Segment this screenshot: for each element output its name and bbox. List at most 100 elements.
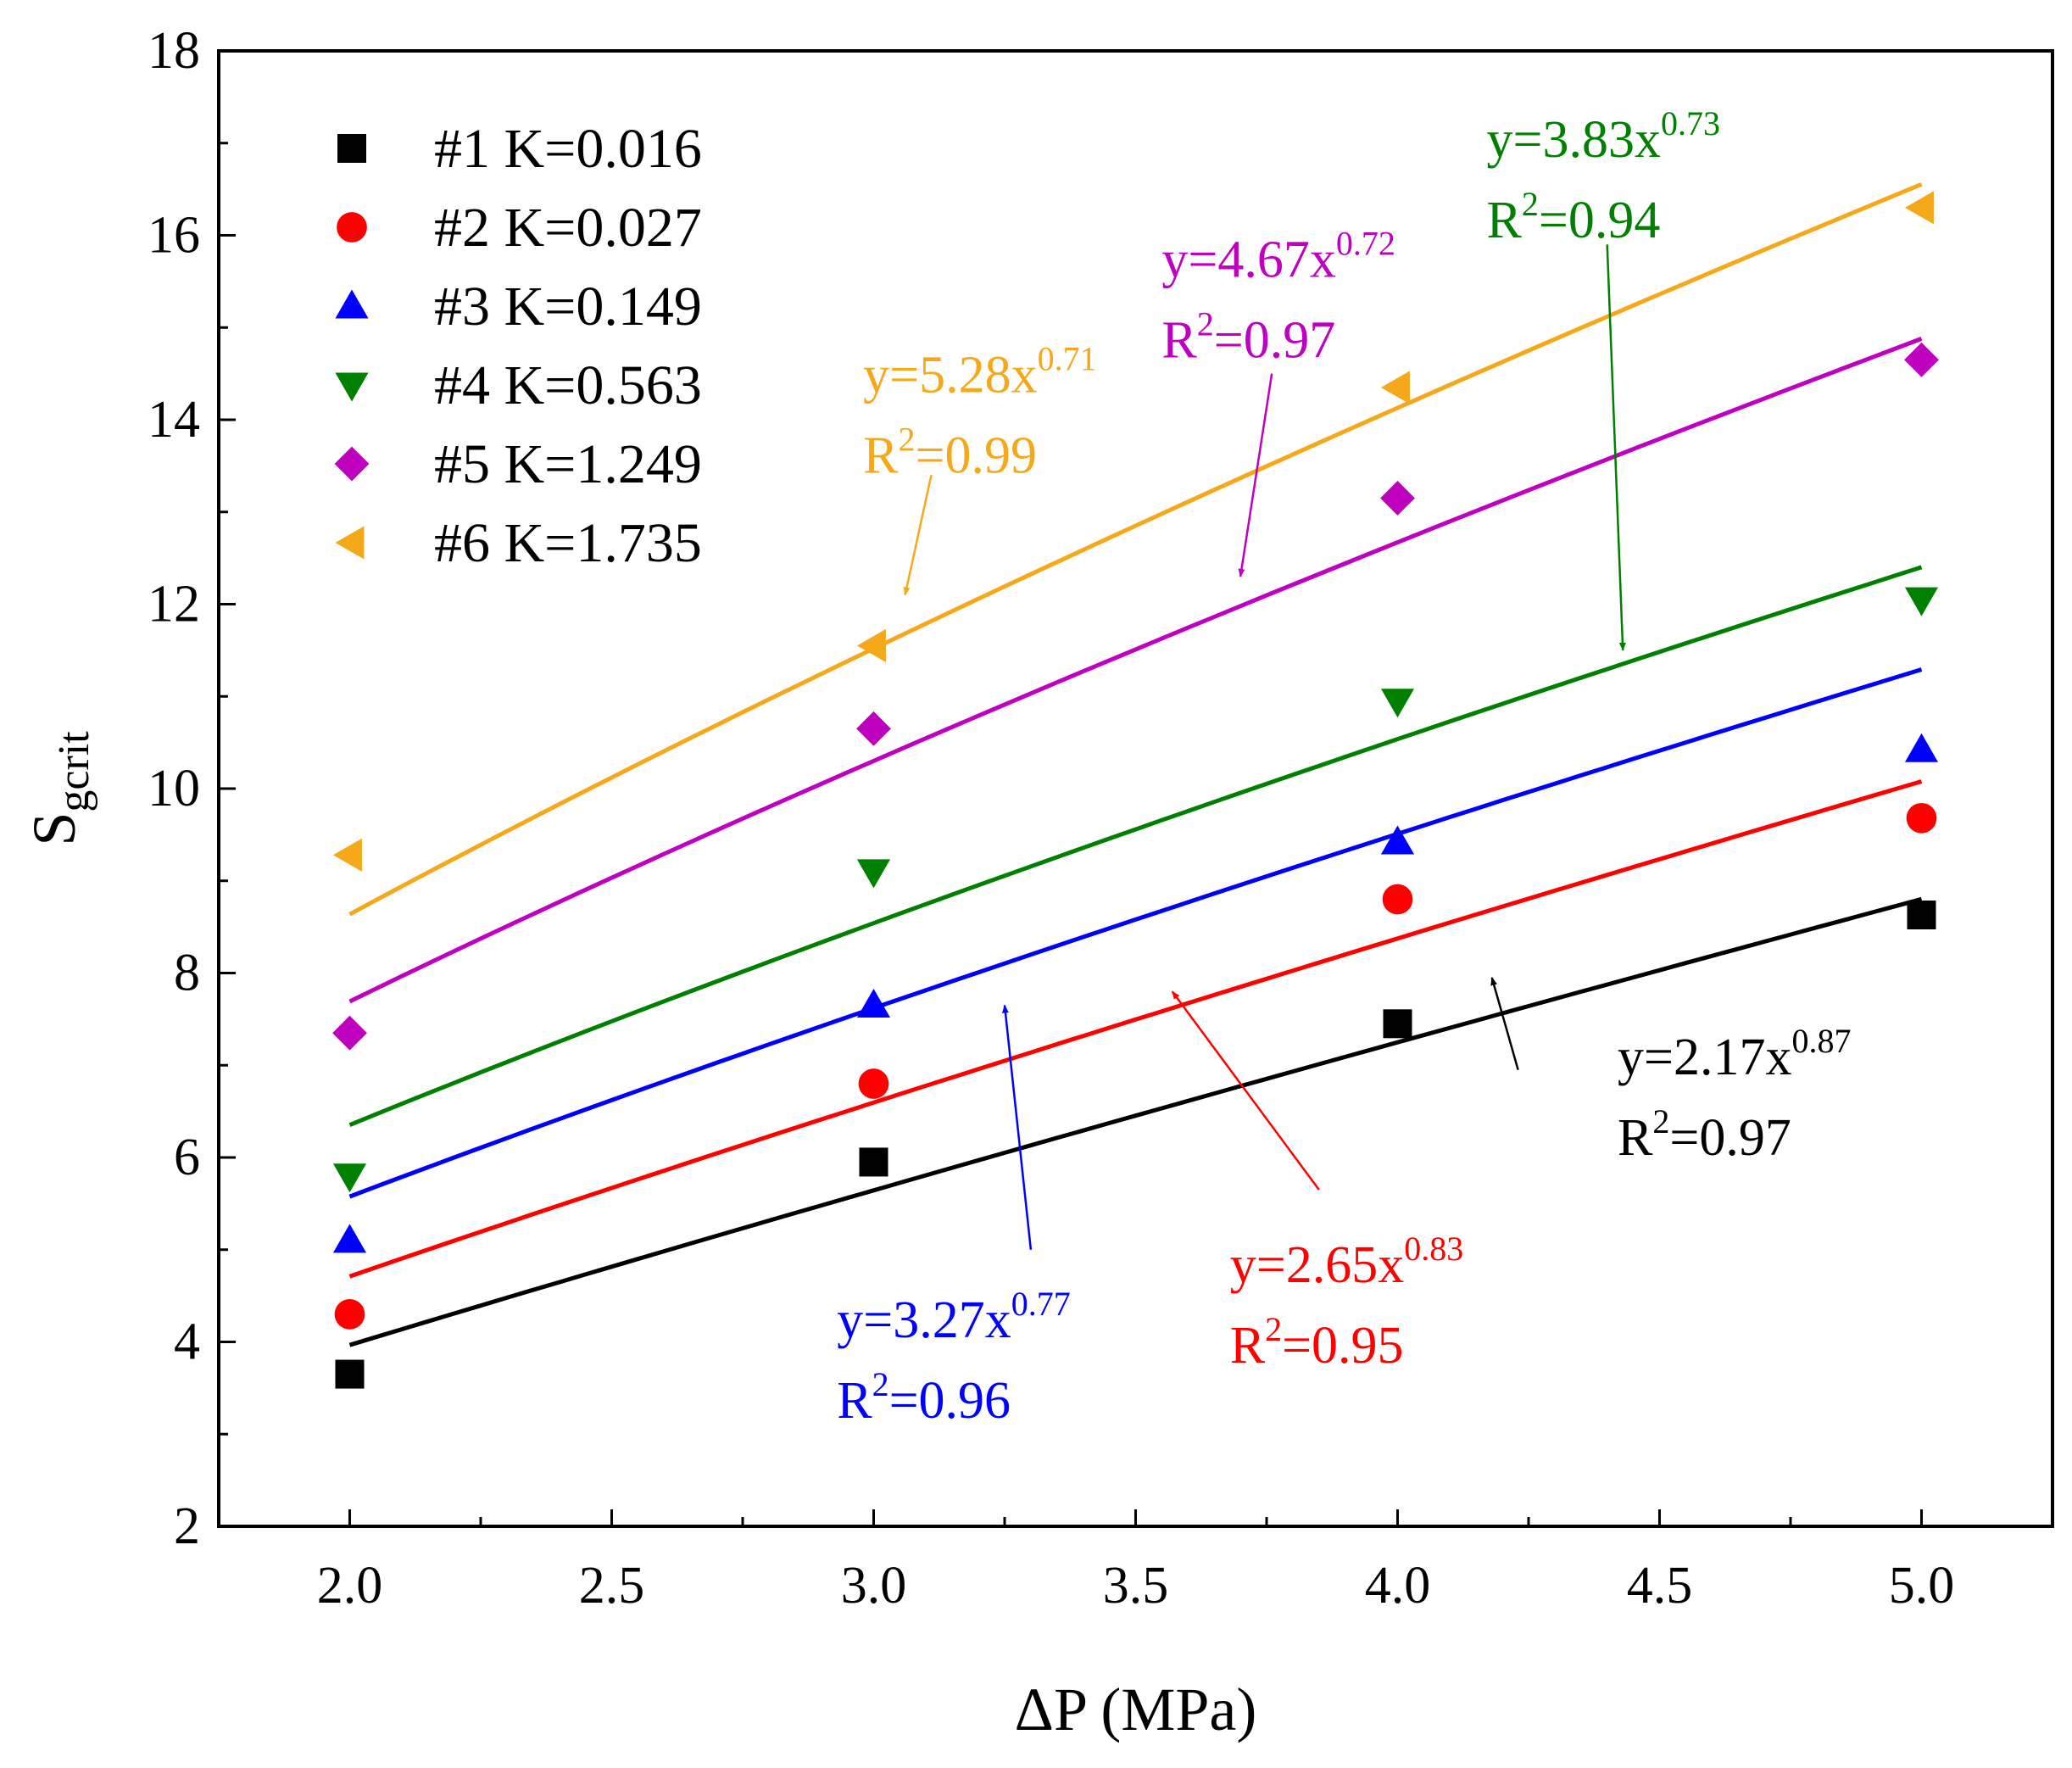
r2-exponent: 2 xyxy=(1265,1310,1282,1348)
legend-label-5: #5 K=1.249 xyxy=(434,433,702,495)
series-5-point-1 xyxy=(332,1015,367,1051)
legend-label-3: #3 K=0.149 xyxy=(434,276,702,337)
legend-label-4: #4 K=0.563 xyxy=(434,354,702,416)
fit-lines xyxy=(348,181,1923,1347)
y-tick-label: 14 xyxy=(148,391,200,449)
y-tick-label: 2 xyxy=(174,1498,200,1555)
equation-text: y=2.65x xyxy=(1230,1236,1404,1294)
x-axis-title: ΔP (MPa) xyxy=(1015,1676,1257,1743)
series-3-point-1 xyxy=(332,1224,367,1253)
r2-value: =0.96 xyxy=(889,1372,1011,1430)
r2-label: R xyxy=(1618,1109,1653,1167)
fit-line-2 xyxy=(348,779,1923,1279)
y-tick-label: 10 xyxy=(148,760,200,817)
series-2-point-1 xyxy=(334,1299,365,1330)
series-1-point-4 xyxy=(1907,900,1936,929)
fit-annotations: y=2.17x0.87R2=0.97y=2.65x0.83R2=0.95y=3.… xyxy=(837,104,1851,1430)
annotation-arrow-5 xyxy=(1238,373,1273,577)
series-4-point-3 xyxy=(1380,689,1415,718)
series-3-point-4 xyxy=(1904,733,1939,762)
equation-text: y=4.67x xyxy=(1161,231,1335,288)
annotation-r2-2: R2=0.95 xyxy=(1230,1310,1404,1375)
equation-exponent: 0.72 xyxy=(1336,224,1395,262)
legend-marker-5 xyxy=(334,446,370,482)
y-axis-title-sub: gcrit xyxy=(50,731,98,812)
fit-line-3 xyxy=(348,667,1923,1199)
x-tick-label: 3.5 xyxy=(1103,1557,1169,1615)
annotation-r2-5: R2=0.97 xyxy=(1161,304,1335,369)
y-tick-label: 4 xyxy=(174,1313,200,1371)
legend-marker-6 xyxy=(335,526,365,560)
annotation-equation-6: y=5.28x0.71 xyxy=(863,339,1096,404)
r2-value: =0.95 xyxy=(1282,1317,1403,1375)
series-2-point-4 xyxy=(1906,802,1937,834)
plot-frame xyxy=(217,49,2054,1528)
equation-exponent: 0.71 xyxy=(1038,339,1097,377)
r2-label: R xyxy=(1487,192,1523,249)
equation-text: y=5.28x xyxy=(863,346,1037,404)
r2-exponent: 2 xyxy=(872,1365,889,1403)
r2-value: =0.97 xyxy=(1214,311,1335,369)
r2-label: R xyxy=(1230,1317,1266,1375)
legend-marker-3 xyxy=(335,289,369,319)
r2-label: R xyxy=(863,427,899,484)
r2-label: R xyxy=(1161,311,1197,369)
data-markers xyxy=(332,191,1939,1389)
y-tick-label: 8 xyxy=(174,945,200,1002)
series-6-point-2 xyxy=(856,628,886,662)
legend-label-1: #1 K=0.016 xyxy=(434,118,702,180)
fit-line-1 xyxy=(348,896,1923,1347)
equation-text: y=3.27x xyxy=(837,1291,1011,1349)
series-6-point-3 xyxy=(1380,371,1410,404)
r2-exponent: 2 xyxy=(1197,304,1214,343)
fit-line-5 xyxy=(348,337,1923,1004)
equation-text: y=2.17x xyxy=(1618,1029,1791,1086)
series-5-point-2 xyxy=(856,711,891,746)
equation-exponent: 0.83 xyxy=(1404,1230,1463,1268)
series-6-point-1 xyxy=(332,838,362,872)
series-1-point-2 xyxy=(859,1147,888,1177)
r2-value: =0.99 xyxy=(915,427,1036,484)
x-axis-title-symbol: ΔP xyxy=(1015,1676,1086,1743)
annotation-r2-1: R2=0.97 xyxy=(1618,1102,1791,1167)
r2-label: R xyxy=(837,1372,872,1430)
series-4-point-4 xyxy=(1904,587,1939,616)
annotation-series-6: y=5.28x0.71 R2=0.99 xyxy=(863,339,1097,596)
x-tick-label: 4.0 xyxy=(1365,1557,1431,1615)
r2-value: =0.94 xyxy=(1539,192,1660,249)
annotation-equation-1: y=2.17x0.87 xyxy=(1618,1022,1851,1086)
series-5-point-3 xyxy=(1380,481,1415,516)
y-tick-label: 16 xyxy=(148,207,200,265)
fit-line-4 xyxy=(348,565,1923,1128)
annotation-equation-2: y=2.65x0.83 xyxy=(1230,1230,1463,1294)
annotation-r2-6: R2=0.99 xyxy=(863,420,1037,484)
fit-line-6 xyxy=(348,181,1923,917)
series-2-point-2 xyxy=(858,1068,889,1099)
series-6-point-4 xyxy=(1904,191,1934,225)
series-5-point-4 xyxy=(1904,342,1939,377)
annotation-equation-5: y=4.67x0.72 xyxy=(1161,224,1395,288)
series-3-point-3 xyxy=(1380,825,1415,855)
y-axis-title-main: S xyxy=(20,812,88,846)
series-1-point-1 xyxy=(335,1359,365,1389)
x-tick-label: 5.0 xyxy=(1889,1557,1955,1615)
axes: 2 4 6 8 10 12 14 16 18 2.0 2.5 3.0 3.5 4.0 4.5 5.0 xyxy=(148,22,2054,1615)
annotation-arrow-1 xyxy=(1490,976,1519,1071)
legend-marker-2 xyxy=(337,212,367,243)
x-tick-label: 3.0 xyxy=(841,1557,907,1615)
annotation-r2-4: R2=0.94 xyxy=(1487,185,1661,249)
r2-exponent: 2 xyxy=(898,420,915,458)
equation-exponent: 0.73 xyxy=(1661,104,1720,142)
annotation-arrow-6 xyxy=(903,474,933,596)
legend-label-6: #6 K=1.735 xyxy=(434,512,702,574)
legend-label-2: #2 K=0.027 xyxy=(434,197,702,259)
annotation-equation-4: y=3.83x0.73 xyxy=(1487,104,1720,169)
annotation-series-4: y=3.83x0.73 R2=0.94 xyxy=(1487,104,1720,651)
annotation-arrow-3 xyxy=(1001,1004,1033,1250)
r2-exponent: 2 xyxy=(1522,185,1539,223)
annotation-arrow-4 xyxy=(1606,244,1626,651)
series-3-point-2 xyxy=(856,989,891,1018)
series-2-point-3 xyxy=(1382,884,1413,915)
r2-value: =0.97 xyxy=(1669,1109,1791,1167)
